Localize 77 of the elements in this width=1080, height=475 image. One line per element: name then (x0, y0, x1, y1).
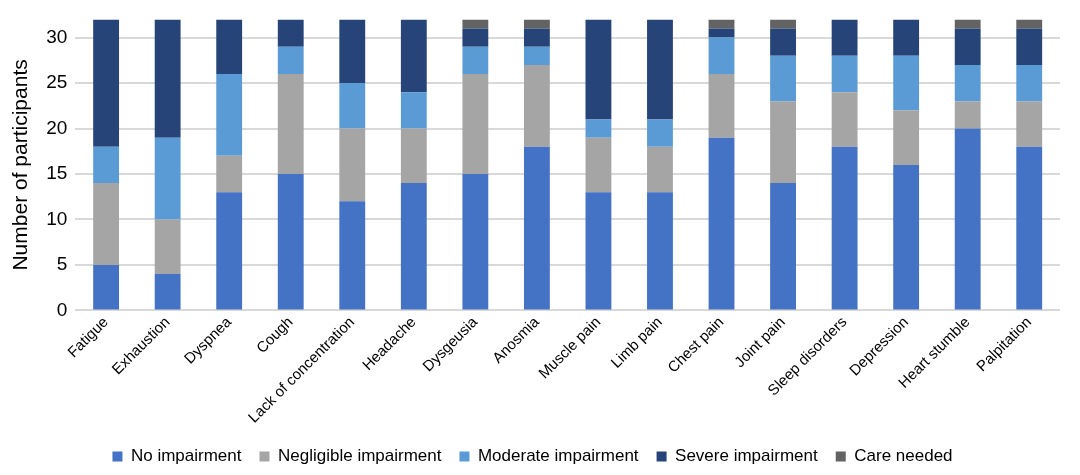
bar (462, 73, 489, 175)
bar (831, 19, 858, 56)
bar (954, 101, 981, 129)
bar (277, 73, 304, 175)
bar (93, 19, 120, 147)
bar (954, 64, 981, 102)
bar (585, 119, 612, 138)
bar (1016, 64, 1043, 102)
bar (216, 192, 243, 310)
bar (831, 92, 858, 147)
bar (708, 73, 735, 138)
bar (523, 28, 550, 47)
bar (831, 55, 858, 93)
bar (770, 28, 796, 56)
bar (339, 19, 366, 84)
bar (1016, 101, 1043, 147)
bar (154, 274, 181, 310)
bar (708, 28, 735, 38)
bar (462, 46, 489, 74)
bar (831, 146, 858, 310)
bar (462, 174, 489, 310)
legend-label: No impairment (130, 446, 242, 466)
bar (339, 83, 366, 129)
bar (154, 219, 181, 275)
bar (154, 137, 181, 220)
y-tick-label: 25 (46, 71, 68, 93)
y-tick-label: 5 (56, 253, 68, 275)
bar (585, 137, 612, 193)
legend-label: Care needed (854, 446, 953, 466)
bar (647, 192, 673, 310)
bar (93, 183, 120, 265)
bar (647, 146, 673, 193)
bar (216, 155, 243, 193)
y-tick-label: 10 (46, 207, 68, 229)
bar (462, 28, 489, 47)
bar (708, 137, 735, 310)
bar (1016, 28, 1043, 65)
y-axis-title: Number of participants (8, 59, 32, 271)
bar (893, 19, 920, 56)
bar (893, 55, 920, 111)
bar (400, 92, 427, 129)
bar (647, 119, 673, 147)
bar (400, 19, 427, 93)
bar (339, 128, 366, 202)
bar (770, 183, 796, 310)
bar (770, 55, 796, 102)
bar (770, 101, 796, 184)
bar (400, 128, 427, 184)
bar (708, 37, 735, 74)
bar (893, 110, 920, 165)
bar (277, 19, 304, 47)
bar (1016, 146, 1043, 310)
bar (216, 19, 243, 74)
bar (523, 46, 550, 65)
y-tick-label: 20 (46, 116, 68, 138)
legend-label: Negligible impairment (278, 446, 442, 466)
bar (277, 46, 304, 74)
y-tick-label: 30 (46, 25, 68, 47)
y-tick-label: 0 (56, 298, 68, 320)
bar (893, 164, 920, 310)
bar (93, 264, 120, 310)
bar (523, 64, 550, 147)
bar (339, 201, 366, 310)
bar (585, 192, 612, 310)
bar (400, 183, 427, 310)
bar (954, 28, 981, 65)
bar (216, 73, 243, 156)
bar (954, 128, 981, 310)
bar (93, 146, 120, 184)
bar (277, 174, 304, 310)
legend-label: Severe impairment (675, 446, 819, 466)
bar (154, 19, 181, 138)
y-tick-label: 15 (46, 162, 68, 184)
bar (585, 19, 612, 120)
bar (523, 146, 550, 310)
bar (647, 19, 673, 120)
legend-label: Moderate impairment (477, 446, 639, 466)
